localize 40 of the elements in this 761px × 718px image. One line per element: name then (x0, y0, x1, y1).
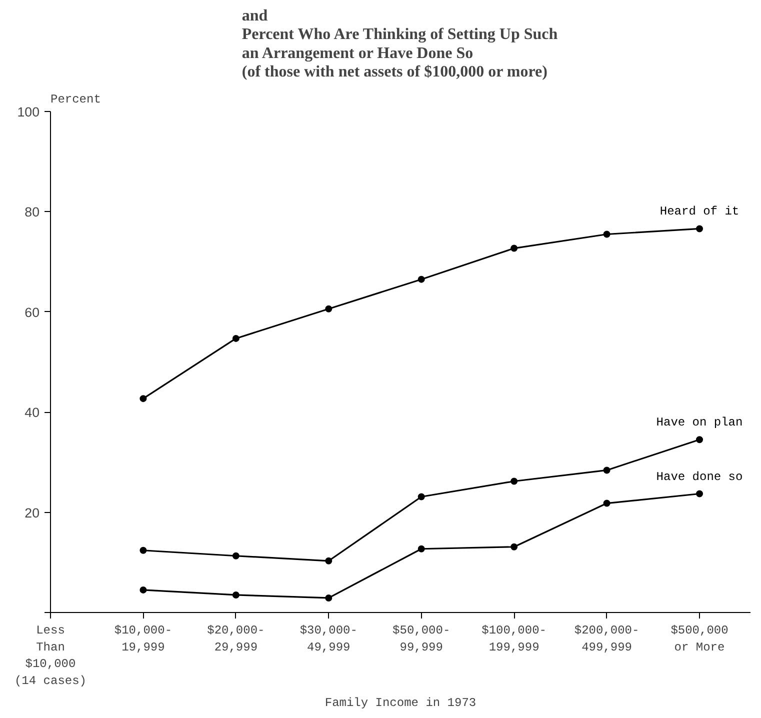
y-tick-label: 20 (24, 505, 40, 520)
point (510, 478, 518, 485)
point (325, 305, 332, 312)
point (140, 586, 147, 594)
point (696, 490, 704, 498)
point (232, 552, 240, 560)
chart-title: and Percent Who Are Thinking of Setting Up Such an Arrangement or Have Done So (of those with net assets of $100,000 or more) (242, 7, 558, 80)
y-tick-label: 100 (17, 104, 40, 120)
y-tick-label: 60 (24, 304, 40, 320)
y-axis-title: Percent (50, 92, 101, 106)
point (696, 436, 704, 444)
point (510, 543, 518, 550)
point (603, 466, 610, 474)
point (232, 591, 240, 598)
point (603, 230, 610, 238)
x-tick-label: $100,000- 199,999 (482, 624, 546, 654)
point (510, 244, 518, 252)
point (140, 395, 147, 402)
point (418, 276, 425, 283)
x-axis-title: Family Income in 1973 (324, 696, 476, 710)
point (232, 334, 240, 342)
x-tick-label: $50,000- 99,999 (392, 624, 450, 654)
point (603, 500, 610, 507)
x-tick-label: $10,000- 19,999 (114, 624, 172, 654)
point (325, 557, 332, 564)
x-tick-label: $30,000- 49,999 (300, 624, 358, 654)
x-tick-label: $200,000- 499,999 (574, 624, 640, 654)
y-tick-label: 80 (24, 204, 40, 220)
point (418, 493, 425, 500)
y-tick-label: 40 (24, 405, 40, 420)
x-tick-label: Less Than $10,000 (14 cases) (14, 624, 87, 688)
series-label: Have done so (656, 470, 743, 484)
x-tick-label: $20,000- 29,999 (207, 624, 265, 654)
series-label: Have on plan (656, 416, 743, 430)
point (140, 546, 147, 554)
point (418, 545, 425, 552)
point (696, 225, 704, 232)
x-tick-label: $500,000 or More (670, 624, 728, 654)
series-label: Heard of it (660, 204, 740, 219)
point (325, 594, 332, 602)
